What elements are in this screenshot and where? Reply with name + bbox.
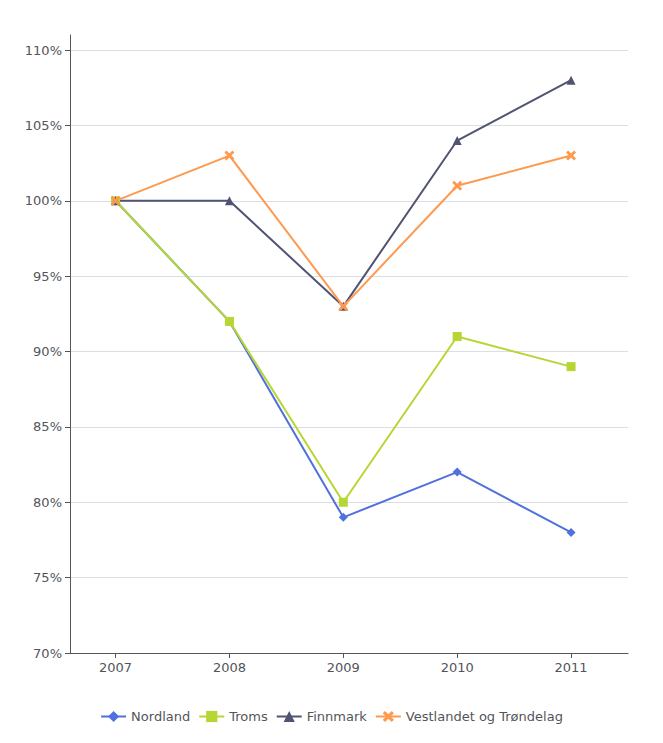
svg-text:2010: 2010: [441, 660, 474, 675]
svg-text:85%: 85%: [33, 419, 62, 434]
svg-text:Vestlandet og Trøndelag: Vestlandet og Trøndelag: [406, 709, 563, 724]
svg-text:75%: 75%: [33, 570, 62, 585]
svg-text:110%: 110%: [25, 43, 62, 58]
svg-text:2008: 2008: [213, 660, 246, 675]
svg-text:100%: 100%: [25, 193, 62, 208]
svg-text:2007: 2007: [99, 660, 132, 675]
svg-text:2009: 2009: [327, 660, 360, 675]
svg-text:Finnmark: Finnmark: [307, 709, 368, 724]
svg-text:95%: 95%: [33, 269, 62, 284]
svg-text:105%: 105%: [25, 118, 62, 133]
svg-text:Nordland: Nordland: [131, 709, 190, 724]
svg-text:Troms: Troms: [228, 709, 268, 724]
svg-text:90%: 90%: [33, 344, 62, 359]
svg-text:70%: 70%: [33, 646, 62, 661]
svg-text:2011: 2011: [555, 660, 588, 675]
svg-text:80%: 80%: [33, 495, 62, 510]
